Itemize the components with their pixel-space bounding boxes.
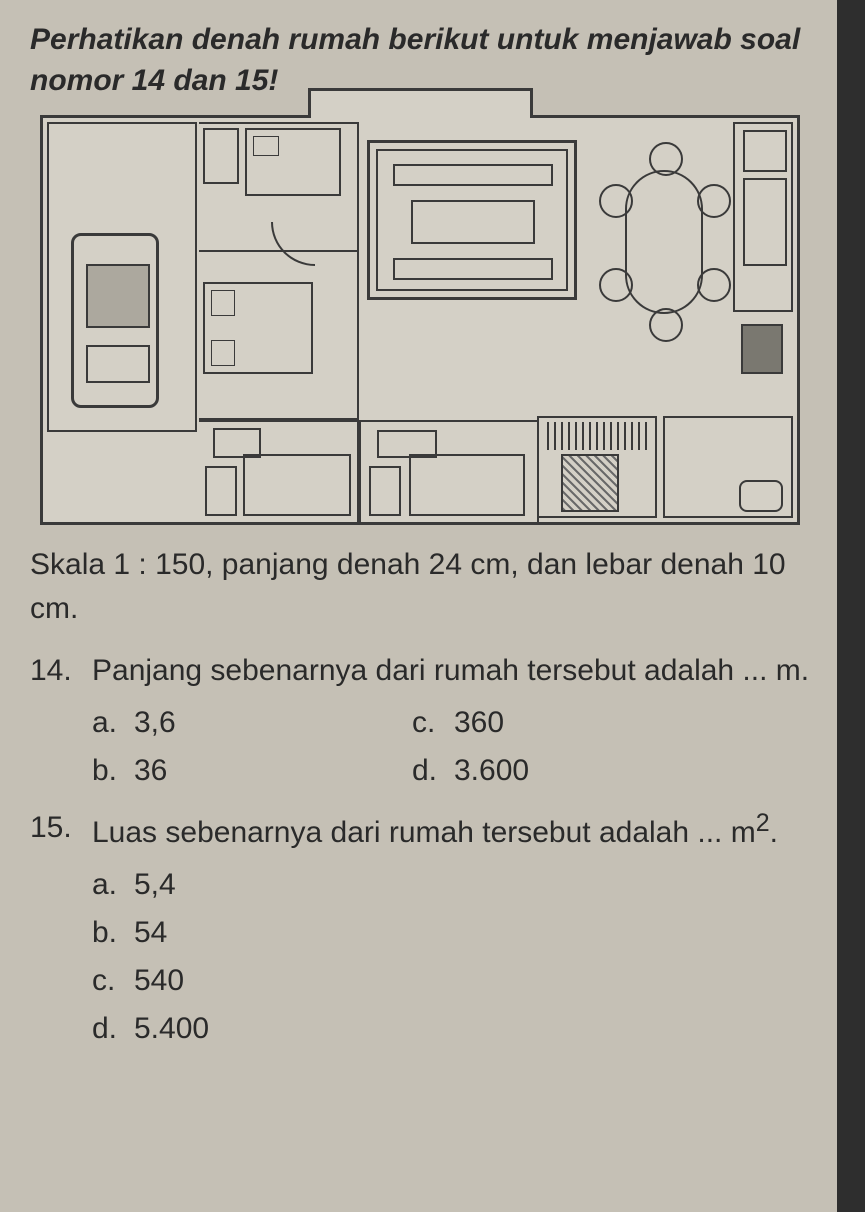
coffee-table-icon xyxy=(411,200,535,244)
page-edge-shadow xyxy=(837,0,865,1212)
option-value: 3,6 xyxy=(134,699,176,747)
chair-icon xyxy=(697,184,731,218)
option-label: d. xyxy=(92,1005,124,1053)
question-text-suffix: . xyxy=(770,816,778,849)
options-list: a. 5,4 b. 54 c. 540 d. 5.400 xyxy=(92,861,825,1053)
option-d: d. 5.400 xyxy=(92,1005,825,1053)
option-value: 360 xyxy=(454,699,504,747)
dining-table-icon xyxy=(625,170,703,314)
sofa-icon xyxy=(393,164,553,186)
floorplan-notch xyxy=(308,88,533,118)
car-icon xyxy=(71,233,159,408)
counter-icon xyxy=(743,178,787,266)
option-label: b. xyxy=(92,909,124,957)
option-label: a. xyxy=(92,861,124,909)
option-c: c. 360 xyxy=(412,699,692,747)
question-14: 14. Panjang sebenarnya dari rumah terseb… xyxy=(30,648,825,795)
chair-icon xyxy=(599,268,633,302)
bed-icon xyxy=(203,282,313,374)
question-number: 14. xyxy=(30,648,78,795)
wardrobe-icon xyxy=(369,466,401,516)
option-value: 3.600 xyxy=(454,747,529,795)
option-label: c. xyxy=(92,957,124,1005)
tiles-icon xyxy=(547,422,647,450)
question-number: 15. xyxy=(30,805,78,1053)
bed-icon xyxy=(245,128,341,196)
toilet-icon xyxy=(739,480,783,512)
stove-icon xyxy=(743,130,787,172)
fridge-icon xyxy=(741,324,783,374)
options-list: a. 3,6 c. 360 b. 36 d. 3.600 xyxy=(92,699,825,795)
house-floorplan xyxy=(40,115,800,525)
option-b: b. 36 xyxy=(92,747,372,795)
exponent: 2 xyxy=(756,809,770,837)
option-value: 54 xyxy=(134,909,167,957)
sofa-icon xyxy=(393,258,553,280)
question-text: Luas sebenarnya dari rumah tersebut adal… xyxy=(92,805,825,855)
bed-icon xyxy=(243,454,351,516)
option-label: a. xyxy=(92,699,124,747)
option-d: d. 3.600 xyxy=(412,747,692,795)
chair-icon xyxy=(649,308,683,342)
option-c: c. 540 xyxy=(92,957,825,1005)
chair-icon xyxy=(599,184,633,218)
option-a: a. 5,4 xyxy=(92,861,825,909)
option-b: b. 54 xyxy=(92,909,825,957)
option-value: 540 xyxy=(134,957,184,1005)
option-label: d. xyxy=(412,747,444,795)
wardrobe-icon xyxy=(203,128,239,184)
bed-icon xyxy=(409,454,525,516)
option-value: 5,4 xyxy=(134,861,176,909)
washer-icon xyxy=(561,454,619,512)
wardrobe-icon xyxy=(205,466,237,516)
question-text: Panjang sebenarnya dari rumah tersebut a… xyxy=(92,648,825,693)
question-text-prefix: Luas sebenarnya dari rumah tersebut adal… xyxy=(92,816,756,849)
question-15: 15. Luas sebenarnya dari rumah tersebut … xyxy=(30,805,825,1053)
option-label: c. xyxy=(412,699,444,747)
chair-icon xyxy=(649,142,683,176)
bedroom-2 xyxy=(199,252,359,420)
scale-caption: Skala 1 : 150, panjang denah 24 cm, dan … xyxy=(30,543,825,630)
option-label: b. xyxy=(92,747,124,795)
option-value: 36 xyxy=(134,747,167,795)
option-value: 5.400 xyxy=(134,1005,209,1053)
chair-icon xyxy=(697,268,731,302)
option-a: a. 3,6 xyxy=(92,699,372,747)
